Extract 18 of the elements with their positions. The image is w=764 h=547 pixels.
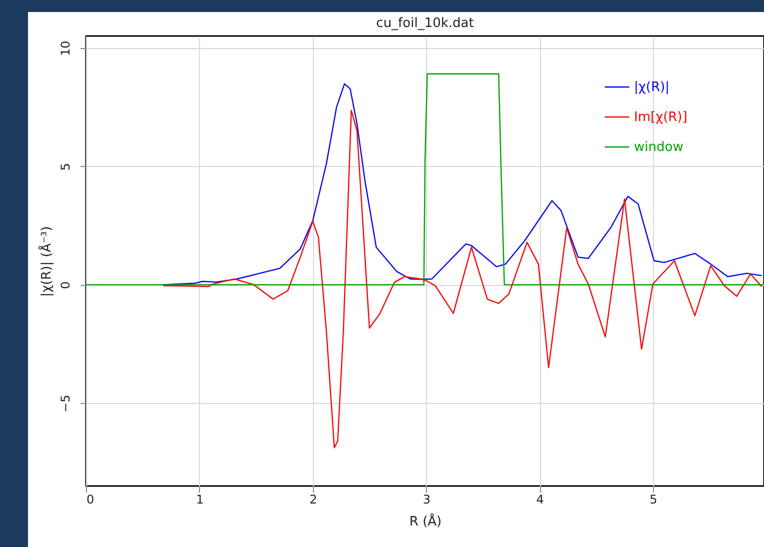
legend-label: window <box>634 140 684 155</box>
y-axis-title: |χ(R)| (Å⁻³) <box>38 226 54 297</box>
line-series <box>86 73 764 286</box>
x-tick-label: 5 <box>650 492 658 506</box>
x-tick-label: 0 <box>86 492 94 506</box>
x-tick-label: 3 <box>422 492 430 506</box>
x-axis-title: R (Å) <box>409 512 442 530</box>
chart-title: cu_foil_10k.dat <box>376 16 474 31</box>
y-tick-label: 10 <box>58 40 72 56</box>
y-tick-label: 0 <box>58 281 72 290</box>
y-tick-label: −5 <box>58 394 72 412</box>
legend-label: |χ(R)| <box>634 80 670 95</box>
legend-label: Im[χ(R)] <box>634 110 688 125</box>
x-tick-label: 1 <box>196 492 204 506</box>
y-tick-label: 5 <box>58 162 72 171</box>
x-tick-label: 2 <box>309 492 318 506</box>
line-series <box>162 110 762 448</box>
x-tick-label: 4 <box>536 492 544 506</box>
